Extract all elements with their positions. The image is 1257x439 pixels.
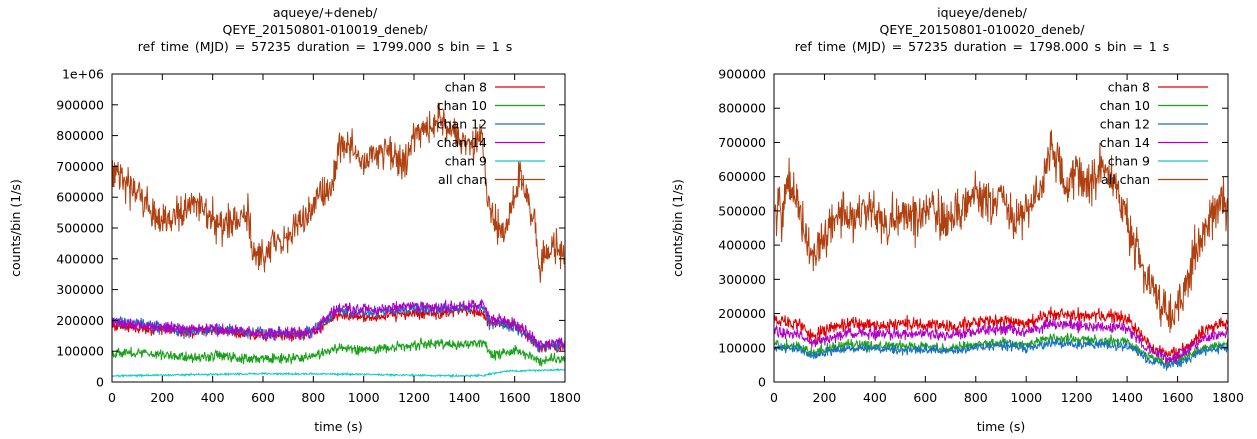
y-tick-label: 1e+06: [62, 67, 104, 82]
y-tick-label: 800000: [56, 128, 104, 143]
series-line-chan-8: [774, 306, 1228, 360]
chart-title-line-2: QEYE_20150801-010020_deneb/: [879, 22, 1085, 37]
series-line-chan-9: [112, 367, 565, 379]
y-tick-label: 0: [758, 375, 766, 390]
y-tick-label: 500000: [56, 221, 104, 236]
x-axis-label: time (s): [977, 419, 1025, 434]
legend: chan 8 chan 10 chan 12 chan 14 chan 9 all cha…: [437, 80, 545, 187]
plot-area: [774, 129, 1228, 371]
x-tick-label: 400: [863, 390, 887, 405]
legend-label: chan 10: [437, 98, 487, 113]
y-tick-label: 100000: [56, 344, 104, 359]
legend-label: chan 9: [445, 154, 487, 169]
plot-area: [112, 102, 565, 379]
right-chart-panel: iqueye/deneb/ QEYE_20150801-010020_deneb…: [640, 0, 1257, 439]
y-tick-label: 200000: [56, 313, 104, 328]
y-tick-label: 600000: [718, 169, 766, 184]
left-line-chart: 0 100000 200000 300000 400000 500000 600000 700…: [8, 67, 581, 435]
x-tick-label: 1200: [398, 390, 430, 405]
y-tick-label: 800000: [718, 101, 766, 116]
x-tick-label: 1200: [1061, 390, 1093, 405]
x-tick-label: 0: [108, 390, 116, 405]
y-tick-label: 400000: [718, 238, 766, 253]
x-tick-label: 1800: [1212, 390, 1244, 405]
x-tick-label: 1000: [348, 390, 380, 405]
y-tick-label: 0: [96, 375, 104, 390]
x-tick-label: 200: [813, 390, 837, 405]
series-line-chan-12: [774, 338, 1228, 371]
x-tick-label: 1400: [448, 390, 480, 405]
series-line-chan-12: [112, 299, 565, 353]
x-tick-label: 1600: [499, 390, 531, 405]
y-tick-label: 700000: [56, 159, 104, 174]
y-tick-label: 700000: [718, 135, 766, 150]
legend-label: chan 14: [437, 135, 487, 150]
series-line-all-chan: [112, 102, 565, 283]
x-tick-label: 600: [913, 390, 937, 405]
y-tick-label: 200000: [718, 306, 766, 321]
legend-label: chan 10: [1100, 98, 1150, 113]
x-tick-label: 400: [201, 390, 225, 405]
chart-title-line-3: ref time (MJD) = 57235 duration = 1799.0…: [137, 39, 513, 54]
series-line-chan-14: [774, 317, 1228, 365]
legend-label: chan 8: [1108, 80, 1150, 95]
y-axis-label: counts/bin (1/s): [670, 179, 685, 277]
y-tick-label: 900000: [718, 67, 766, 82]
legend-label: all chan: [1101, 172, 1150, 187]
legend: chan 8 chan 10 chan 12 chan 14 chan 9 all cha…: [1100, 80, 1208, 187]
series-line-chan-10: [112, 337, 565, 368]
x-tick-label: 1400: [1111, 390, 1143, 405]
legend-label: chan 9: [1108, 154, 1150, 169]
x-tick-label: 1000: [1010, 390, 1042, 405]
x-tick-label: 800: [964, 390, 988, 405]
y-tick-label: 600000: [56, 190, 104, 205]
y-tick-label: 100000: [718, 340, 766, 355]
y-tick-label: 300000: [718, 272, 766, 287]
series-line-all-chan: [774, 129, 1228, 333]
x-tick-label: 1800: [549, 390, 581, 405]
chart-title-line-1: aqueye/+deneb/: [272, 5, 378, 20]
x-axis-label: time (s): [314, 419, 362, 434]
x-tick-label: 600: [251, 390, 275, 405]
chart-title-line-3: ref time (MJD) = 57235 duration = 1798.0…: [794, 39, 1170, 54]
y-axis-label: counts/bin (1/s): [8, 179, 23, 277]
x-tick-label: 800: [301, 390, 325, 405]
right-line-chart: 0 100000 200000 300000 400000 500000 600000 700…: [670, 67, 1244, 435]
x-tick-label: 1600: [1162, 390, 1194, 405]
left-chart-panel: aqueye/+deneb/ QEYE_20150801-010019_dene…: [0, 0, 600, 439]
legend-label: chan 14: [1100, 135, 1150, 150]
y-tick-label: 900000: [56, 97, 104, 112]
y-tick-label: 400000: [56, 251, 104, 266]
chart-title-line-2: QEYE_20150801-010019_deneb/: [222, 22, 428, 37]
legend-label: chan 12: [1100, 117, 1150, 132]
y-tick-label: 500000: [718, 203, 766, 218]
legend-label: chan 8: [445, 80, 487, 95]
legend-label: chan 12: [437, 117, 487, 132]
chart-title-line-1: iqueye/deneb/: [937, 5, 1027, 20]
x-tick-label: 200: [150, 390, 174, 405]
plot-frame: [773, 73, 1229, 383]
legend-label: all chan: [438, 172, 487, 187]
series-line-chan-14: [112, 299, 565, 353]
y-tick-label: 300000: [56, 282, 104, 297]
x-tick-label: 0: [770, 390, 778, 405]
